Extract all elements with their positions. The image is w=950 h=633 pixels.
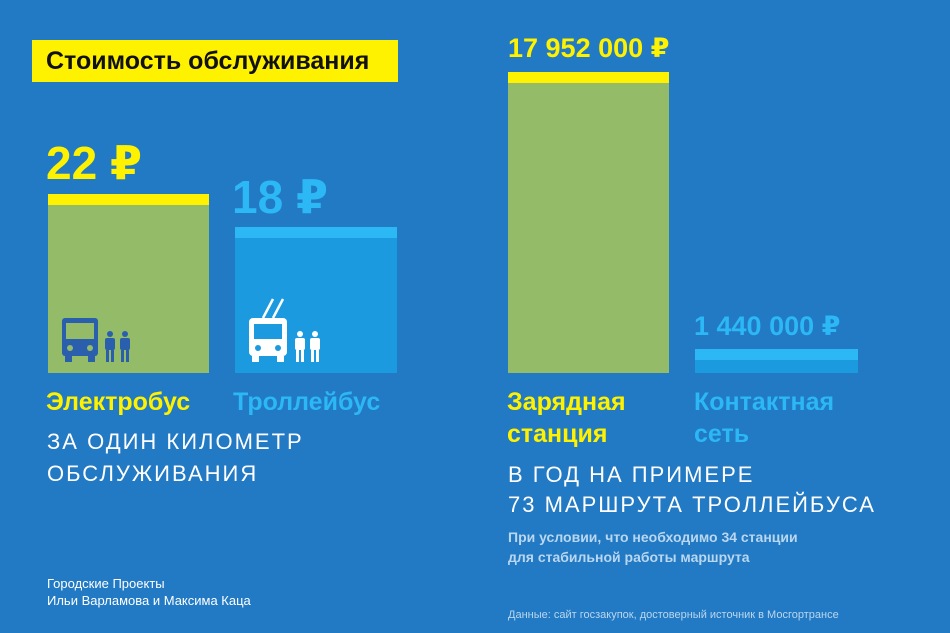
bus-icon xyxy=(62,318,98,362)
value-label-contact-network: 1 440 000 ₽ xyxy=(694,311,841,341)
category-label-contact-network-line-2: сеть xyxy=(694,420,750,448)
caption-right-line-2: 73 МАРШРУТА ТРОЛЛЕЙБУСА xyxy=(508,492,876,517)
caption-left-line-2: ОБСЛУЖИВАНИЯ xyxy=(47,461,259,486)
category-label-contact-network-line-1: Контактная xyxy=(694,388,835,416)
credit-line-1: Городские Проекты xyxy=(47,576,165,591)
value-label-trolleybus: 18 ₽ xyxy=(232,171,328,223)
caption-right-line-1: В ГОД НА ПРИМЕРЕ xyxy=(508,462,755,487)
credit-line-2: Ильи Варламова и Максима Каца xyxy=(47,593,251,608)
trolleybus-icon xyxy=(249,298,287,362)
category-label-electrobus: Электробус xyxy=(46,388,191,416)
value-label-electrobus: 22 ₽ xyxy=(46,137,142,189)
people-icon xyxy=(295,331,320,362)
bar-contact-network xyxy=(695,348,858,373)
caption-left-line-1: ЗА ОДИН КИЛОМЕТР xyxy=(47,429,304,454)
people-icon xyxy=(105,331,130,362)
category-label-trolleybus: Троллейбус xyxy=(233,388,381,416)
bar-charging-station xyxy=(508,72,669,373)
value-label-charging-station: 17 952 000 ₽ xyxy=(508,33,670,63)
chart-title: Стоимость обслуживания xyxy=(32,40,398,82)
note-line-2: для стабильной работы маршрута xyxy=(508,549,750,565)
source-note: Данные: сайт госзакупок, достоверный ист… xyxy=(508,609,839,621)
note-line-1: При условии, что необходимо 34 станции xyxy=(508,529,798,545)
category-label-charging-station-line-1: Зарядная xyxy=(507,388,626,416)
category-label-charging-station-line-2: станция xyxy=(507,420,608,448)
